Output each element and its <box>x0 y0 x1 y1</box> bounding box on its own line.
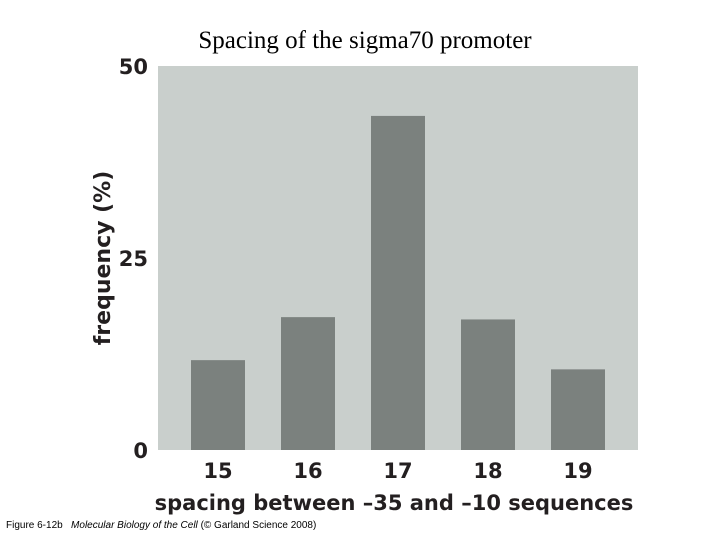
x-axis-label: spacing between –35 and –10 sequences <box>155 491 634 515</box>
y-tick-label-50: 50 <box>119 55 148 79</box>
x-tick-label-19: 19 <box>563 459 592 483</box>
caption-figure: Figure 6-12b <box>6 520 63 531</box>
bar-19 <box>551 369 605 450</box>
y-tick-label-0: 0 <box>133 439 148 463</box>
y-tick-labels: 0 25 50 <box>119 55 148 463</box>
bar-18 <box>461 319 515 450</box>
y-tick-label-25: 25 <box>119 247 148 271</box>
caption-book: Molecular Biology of the Cell <box>71 520 198 531</box>
x-tick-label-18: 18 <box>473 459 502 483</box>
bar-17 <box>371 115 425 451</box>
x-tick-labels: 15 16 17 18 19 <box>203 459 592 483</box>
x-tick-label-15: 15 <box>203 459 232 483</box>
x-tick-label-16: 16 <box>293 459 322 483</box>
figure-caption: Figure 6-12b Molecular Biology of the Ce… <box>6 520 316 531</box>
bars-group <box>191 115 605 451</box>
caption-credit: (© Garland Science 2008) <box>200 520 317 531</box>
chart-title: Spacing of the sigma70 promoter <box>198 27 532 54</box>
y-axis-label: frequency (%) <box>91 171 116 346</box>
bar-15 <box>191 360 245 450</box>
bar-16 <box>281 317 335 450</box>
x-tick-label-17: 17 <box>383 459 412 483</box>
